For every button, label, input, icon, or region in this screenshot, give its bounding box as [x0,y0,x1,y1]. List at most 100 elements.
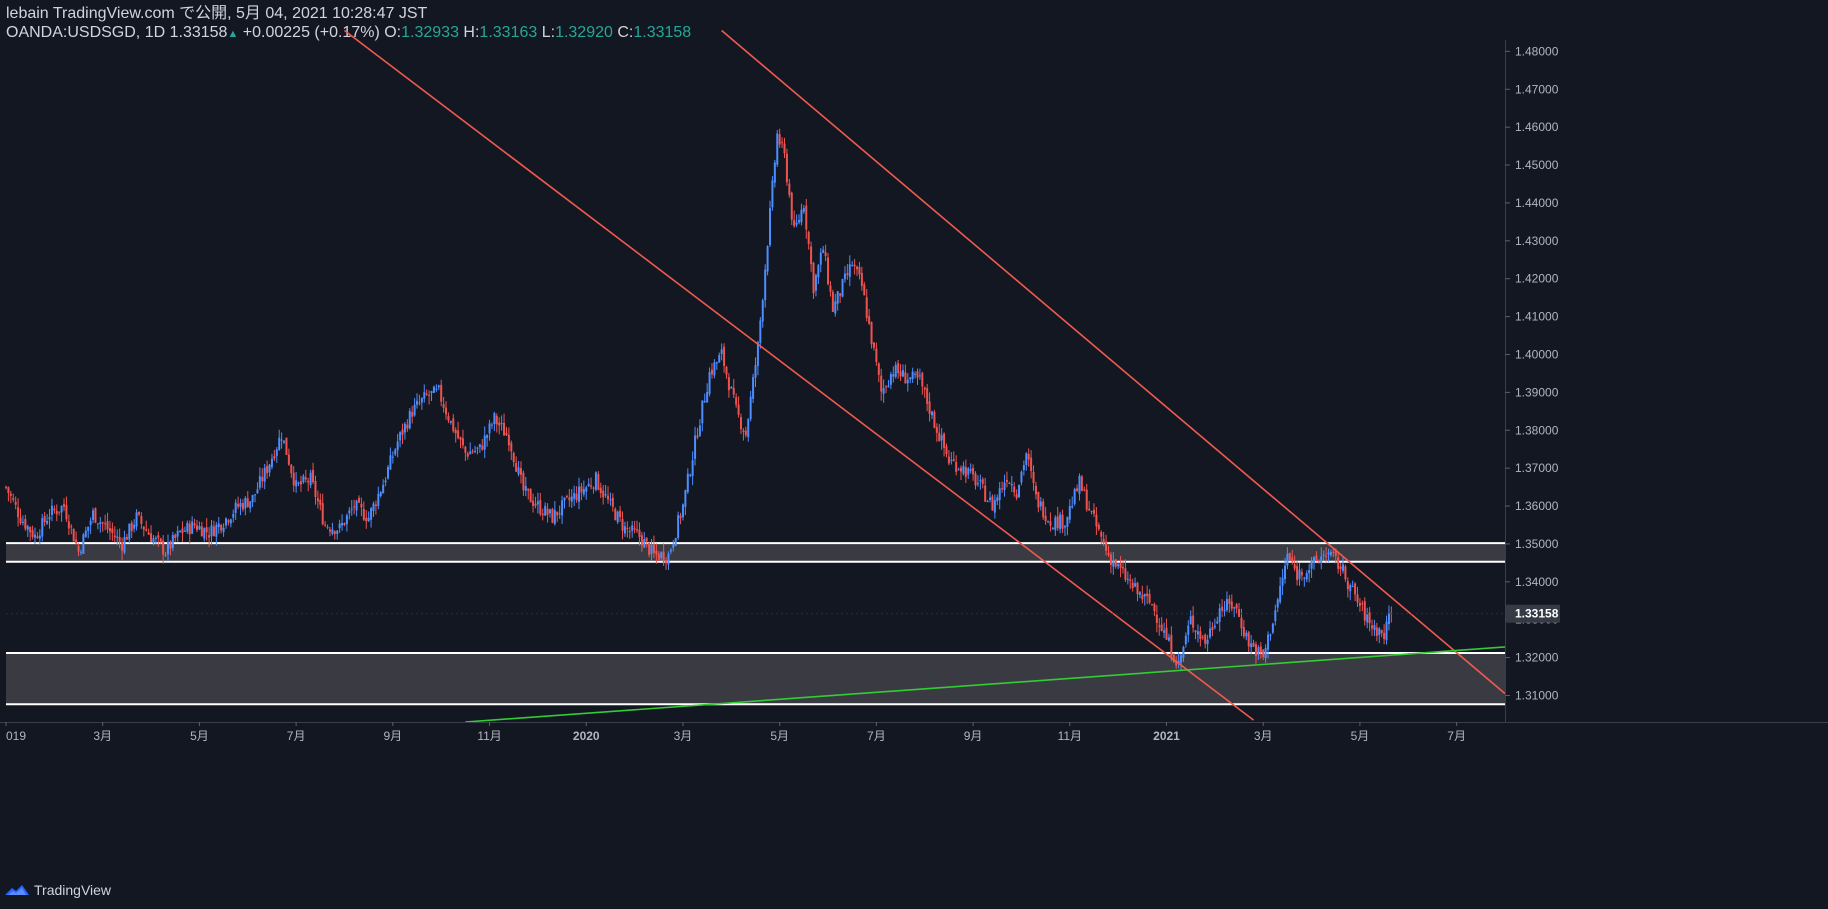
candle [507,427,510,452]
candle [870,321,873,349]
candle [822,245,825,254]
candle-body [621,518,624,531]
candle [1083,486,1086,492]
candle [142,526,145,537]
candle-body [326,526,329,528]
candle-body [1310,560,1313,569]
candle [43,511,46,527]
candle-body [53,508,56,511]
candle-body [1039,501,1042,507]
candle-body [287,454,290,465]
candle [1358,598,1361,612]
candle-body [1051,527,1054,529]
candle-body [964,467,967,477]
candle [1337,551,1340,574]
candle-body [868,316,871,324]
lower-zone-fill [6,653,1505,705]
candle [544,502,547,517]
candle [1047,520,1050,523]
candle-body [1346,581,1349,590]
candle-body [1213,625,1216,628]
candle-body [984,485,987,502]
candle-body [372,503,375,512]
candle [1322,550,1325,561]
candle-body [220,524,223,531]
candle-body [986,501,989,503]
candle-body [171,535,174,548]
candle [1332,547,1335,558]
candle-body [689,474,692,476]
candle-body [1010,483,1013,486]
candle [113,526,116,543]
candle-body [527,488,530,491]
candle-body [594,472,597,490]
candle [962,461,965,476]
candle-body [481,445,484,450]
candle-body [63,503,66,507]
candle-body [46,520,49,524]
y-tick-label: 1.38000 [1515,423,1559,437]
candle [1131,578,1134,592]
candle [590,477,593,490]
candle [706,383,709,403]
candle [553,501,556,526]
candle [998,481,1001,510]
candle [1363,597,1366,626]
candle [967,466,970,480]
candle-body [1143,593,1146,597]
candle [889,371,892,390]
candle-body [1066,516,1069,527]
candle [1025,452,1028,471]
candle [672,540,675,552]
candle [1254,641,1257,664]
candle-body [1366,613,1369,623]
candle [1063,525,1066,537]
candle [372,501,375,517]
candle-body [55,510,58,515]
candle [611,493,614,512]
price-axis[interactable]: 1.48000 1.47000 1.46000 1.45000 1.44000 1.430… [1505,44,1559,702]
candle-body [672,544,675,548]
candle-body [602,490,605,498]
candle [1221,599,1224,617]
candle-body [918,375,921,377]
candle-body [532,500,535,506]
candle [428,390,431,405]
candle [225,517,228,529]
candle [1148,589,1151,605]
candle [227,518,230,526]
candle [570,489,573,508]
candle-body [452,418,455,432]
candle-body [614,509,617,521]
symbol-label[interactable]: OANDA:USDSGD, 1D [6,24,166,41]
time-axis[interactable]: 019 3月 5月 7月 9月 11月 2020 3月 5月 7月 9月 11月 2021 3月 5月 7月 [5,722,1466,743]
candle [79,549,82,556]
candle [841,278,844,298]
candle [1153,602,1156,617]
candle-body [498,422,501,426]
tradingview-logo-icon[interactable] [4,883,30,897]
y-tick-label: 1.41000 [1515,310,1559,324]
candle [604,484,607,498]
candle [701,400,704,432]
candle [1349,583,1352,601]
candle [437,384,440,391]
candle [1252,639,1255,648]
candle-body [399,432,402,441]
candle [343,522,346,527]
candle-body [1211,627,1214,631]
footer-brand[interactable]: TradingView [34,882,112,898]
candle [111,522,114,541]
candle-body [848,264,851,277]
candle [856,265,859,277]
candle-body [843,273,846,280]
candle [735,393,738,408]
candle-body [374,504,377,507]
candle [674,537,677,547]
candle [432,385,435,394]
candle-body [428,394,431,396]
candle [935,423,938,442]
candle [186,520,189,534]
candle [744,426,747,438]
